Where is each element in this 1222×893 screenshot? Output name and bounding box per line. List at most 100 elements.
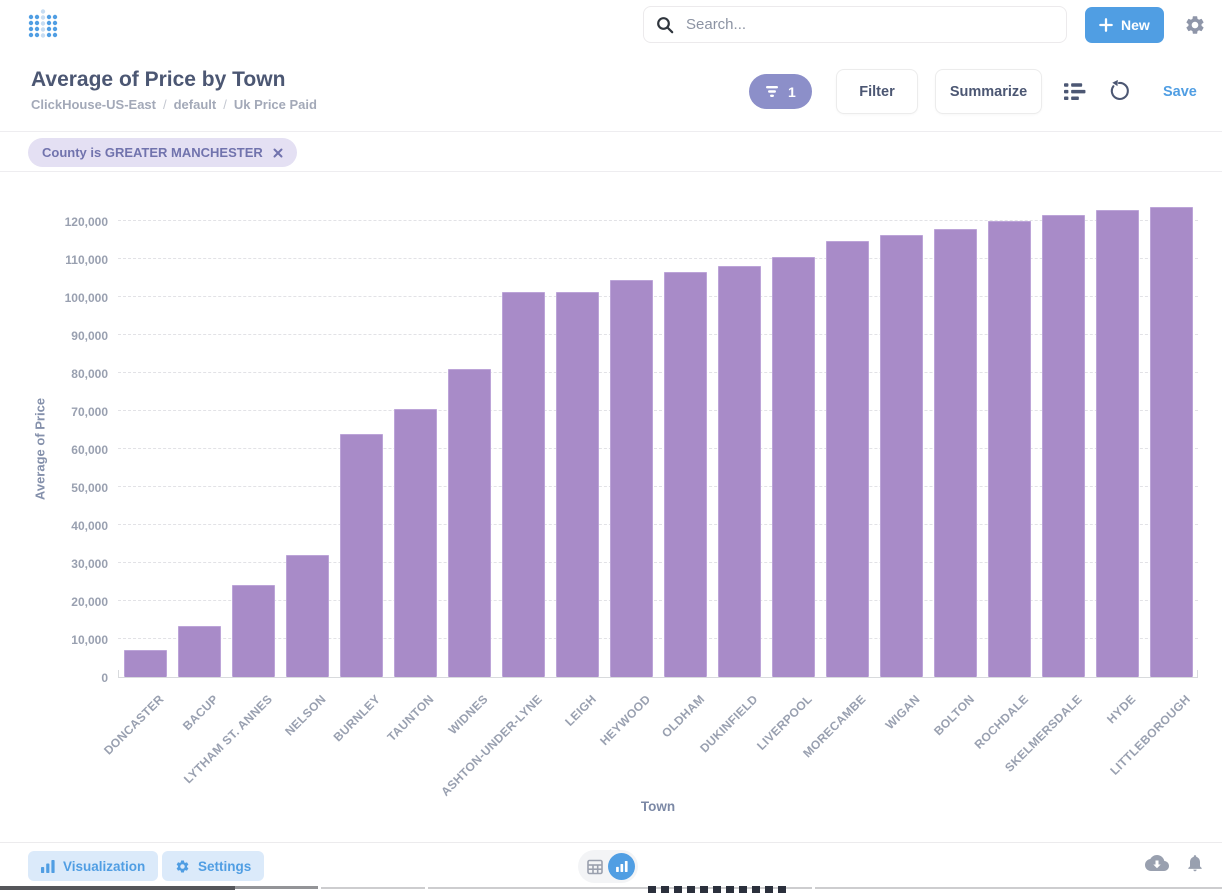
x-tick-label[interactable]: DONCASTER (101, 692, 167, 758)
bar-skelmersdale[interactable] (1041, 214, 1085, 677)
x-tick-label[interactable]: BURNLEY (330, 692, 383, 745)
refresh-icon[interactable] (1108, 79, 1130, 102)
funnel-icon (766, 86, 778, 97)
search-icon (657, 16, 674, 33)
filter-count-value: 1 (788, 83, 796, 100)
gridline (118, 410, 1198, 411)
bar-hyde[interactable] (1095, 210, 1139, 677)
y-tick-label: 90,000 (71, 329, 108, 343)
bars-row (118, 207, 1198, 677)
x-tick-label[interactable]: HEYWOOD (596, 692, 653, 749)
gridline (118, 296, 1198, 297)
summarize-button[interactable]: Summarize (935, 69, 1042, 114)
y-tick-label: 80,000 (71, 367, 108, 381)
gridline (118, 258, 1198, 259)
filter-bar: County is GREATER MANCHESTER (0, 131, 1222, 172)
y-tick-label: 10,000 (71, 633, 108, 647)
bell-icon[interactable] (1185, 852, 1205, 877)
download-icon[interactable] (1144, 853, 1170, 876)
y-tick-label: 70,000 (71, 405, 108, 419)
breadcrumb-separator: / (223, 97, 227, 112)
bar-oldham[interactable] (663, 271, 707, 677)
x-tick-label[interactable]: LEIGH (562, 692, 599, 729)
bar-liverpool[interactable] (771, 256, 815, 677)
y-tick-label: 110,000 (65, 253, 108, 267)
gridline (118, 448, 1198, 449)
strip-divider (812, 885, 815, 891)
filter-chip[interactable]: County is GREATER MANCHESTER (28, 138, 297, 167)
bar-doncaster[interactable] (123, 650, 167, 677)
bar-littleborough[interactable] (1149, 207, 1193, 677)
visualization-button[interactable]: Visualization (28, 851, 159, 881)
bar-dukinfield[interactable] (717, 265, 761, 677)
horizontal-scrollbar-thumb[interactable] (0, 886, 235, 890)
x-tick-label[interactable]: HYDE (1104, 692, 1139, 727)
bar-rochdale[interactable] (987, 221, 1031, 677)
admin-gear-icon[interactable] (1184, 14, 1206, 36)
bar-ashton-under-lyne[interactable] (501, 292, 545, 677)
x-tick-label[interactable]: TAUNTON (384, 692, 437, 745)
logo-dots (28, 9, 58, 38)
table-view-icon[interactable] (587, 859, 603, 875)
bar-morecambe[interactable] (825, 241, 869, 677)
breadcrumb-separator: / (162, 97, 167, 112)
gridline (118, 334, 1198, 335)
bar-heywood[interactable] (609, 279, 653, 677)
table-chart-toggle (578, 850, 638, 883)
top-nav-bar: New (0, 0, 1222, 50)
x-tick-label[interactable]: ROCHDALE (971, 692, 1031, 752)
y-tick-label: 30,000 (71, 557, 108, 571)
strip-divider (318, 885, 321, 891)
new-button[interactable]: New (1085, 7, 1164, 43)
bar-burnley[interactable] (339, 433, 383, 677)
x-tick-label[interactable]: LYTHAM ST. ANNES (180, 692, 275, 787)
filter-button[interactable]: Filter (836, 69, 918, 114)
settings-button[interactable]: Settings (162, 851, 265, 881)
x-tick-label[interactable]: BOLTON (930, 692, 977, 739)
question-details-list-icon[interactable] (1064, 82, 1086, 101)
remove-filter-icon[interactable] (273, 148, 283, 158)
x-tick-label[interactable]: NELSON (282, 692, 329, 739)
x-tick-label[interactable]: WIDNES (445, 692, 491, 738)
filter-count-pill[interactable]: 1 (749, 74, 812, 109)
bar-taunton[interactable] (393, 409, 437, 677)
y-tick-label: 0 (101, 671, 108, 685)
strip-divider (425, 885, 428, 891)
visualization-button-label: Visualization (63, 858, 146, 874)
gear-icon (176, 860, 189, 872)
x-tick-label[interactable]: ASHTON-UNDER-LYNE (438, 692, 545, 799)
app-logo-icon[interactable] (28, 9, 58, 41)
y-tick-label: 40,000 (71, 519, 108, 533)
breadcrumb-schema[interactable]: default (173, 97, 217, 112)
save-button[interactable]: Save (1163, 84, 1197, 100)
visualization-footer: Visualization Settings (0, 842, 1222, 893)
page-title[interactable]: Average of Price by Town (31, 68, 286, 91)
horizontal-scrollbar-track (235, 886, 318, 889)
gridline (118, 524, 1198, 525)
filter-chip-label: County is GREATER MANCHESTER (42, 145, 263, 160)
breadcrumb-table[interactable]: Uk Price Paid (233, 97, 317, 112)
bar-bacup[interactable] (177, 625, 221, 677)
chart-view-icon[interactable] (608, 853, 635, 880)
gridline (118, 638, 1198, 639)
bar-leigh[interactable] (555, 291, 599, 677)
gridline (118, 600, 1198, 601)
bar-wigan[interactable] (879, 235, 923, 677)
gridline (118, 372, 1198, 373)
bar-nelson[interactable] (285, 555, 329, 677)
breadcrumb-database[interactable]: ClickHouse-US-East (31, 97, 156, 112)
x-tick-label[interactable]: WIGAN (882, 692, 923, 733)
gridline (118, 220, 1198, 221)
search-input[interactable] (684, 15, 1054, 34)
plot-area (118, 207, 1198, 678)
x-tick-label[interactable]: OLDHAM (658, 692, 707, 741)
search-box[interactable] (643, 6, 1067, 43)
plus-icon (1099, 18, 1113, 32)
y-axis-ticks: 0 10,000 20,000 30,000 40,000 50,000 60,000 70,… (0, 215, 108, 685)
bar-bolton[interactable] (933, 228, 977, 677)
bar-lytham-st-annes[interactable] (231, 585, 275, 677)
x-axis-title: Town (640, 799, 676, 814)
x-tick-label[interactable]: BACUP (179, 692, 221, 734)
bar-widnes[interactable] (447, 369, 491, 677)
